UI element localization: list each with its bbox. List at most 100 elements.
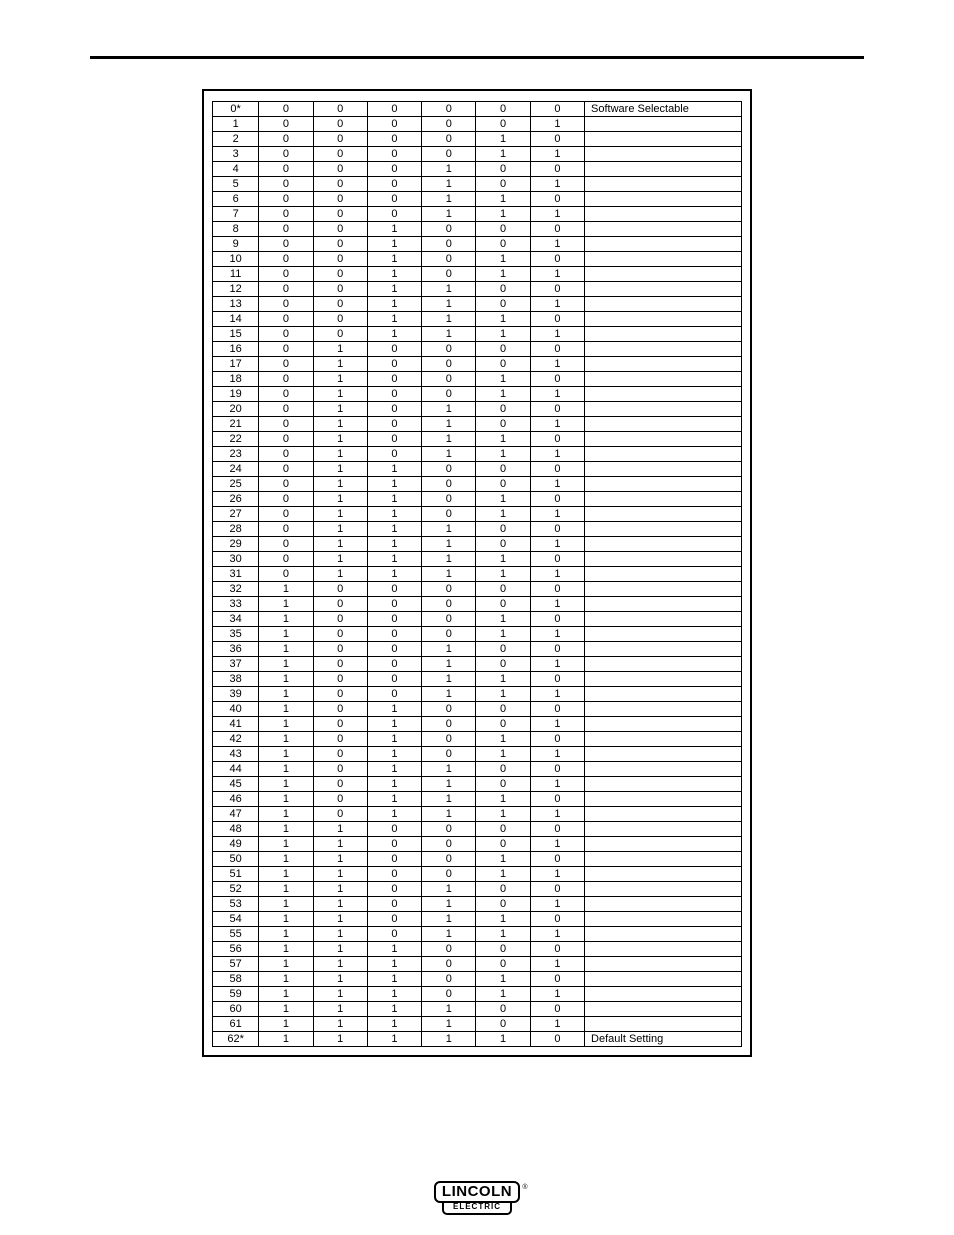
table-row: 11001011 [213,267,742,282]
id-cell: 43 [213,747,259,762]
bit-cell: 1 [313,507,367,522]
note-cell [585,462,742,477]
bit-cell: 0 [313,192,367,207]
bit-cell: 1 [422,312,476,327]
bit-cell: 0 [313,657,367,672]
bit-cell: 1 [367,942,421,957]
table-row: 21010101 [213,417,742,432]
table-row: 41101001 [213,717,742,732]
bit-cell: 1 [367,1002,421,1017]
bit-cell: 0 [313,597,367,612]
bit-cell: 0 [259,222,313,237]
bit-cell: 1 [367,507,421,522]
bit-cell: 0 [313,762,367,777]
note-cell [585,147,742,162]
bit-cell: 0 [313,132,367,147]
bit-cell: 0 [530,612,584,627]
note-cell [585,942,742,957]
note-cell [585,192,742,207]
bit-cell: 1 [259,732,313,747]
bit-cell: 0 [313,222,367,237]
note-cell: Software Selectable [585,102,742,117]
note-cell [585,1017,742,1032]
bit-cell: 1 [530,627,584,642]
bit-cell: 1 [476,147,530,162]
bit-cell: 0 [367,447,421,462]
bit-cell: 1 [422,642,476,657]
table-row: 57111001 [213,957,742,972]
bit-cell: 0 [530,552,584,567]
bit-cell: 1 [422,687,476,702]
bit-cell: 1 [476,807,530,822]
note-cell [585,627,742,642]
bit-cell: 0 [259,282,313,297]
bit-cell: 1 [259,972,313,987]
bit-cell: 1 [476,207,530,222]
bit-cell: 0 [313,282,367,297]
bit-cell: 1 [422,672,476,687]
bit-cell: 1 [530,297,584,312]
bit-cell: 1 [259,597,313,612]
bit-cell: 0 [422,867,476,882]
table-row: 43101011 [213,747,742,762]
table-row: 17010001 [213,357,742,372]
bit-cell: 1 [476,252,530,267]
note-cell [585,642,742,657]
bit-cell: 0 [313,207,367,222]
bit-cell: 0 [259,162,313,177]
bit-cell: 1 [367,552,421,567]
bit-cell: 1 [530,237,584,252]
bit-cell: 1 [476,492,530,507]
bit-cell: 0 [476,402,530,417]
table-row: 5000101 [213,177,742,192]
bit-cell: 0 [259,102,313,117]
bit-cell: 1 [476,852,530,867]
note-cell [585,852,742,867]
bit-cell: 0 [530,282,584,297]
bit-cell: 1 [530,417,584,432]
bit-cell: 1 [259,852,313,867]
bit-cell: 0 [422,957,476,972]
bit-cell: 1 [313,552,367,567]
bit-cell: 0 [259,402,313,417]
bit-cell: 1 [476,687,530,702]
bit-cell: 0 [259,432,313,447]
bit-cell: 0 [476,702,530,717]
bit-cell: 1 [476,312,530,327]
bit-cell: 0 [367,852,421,867]
id-cell: 9 [213,237,259,252]
bit-cell: 1 [422,567,476,582]
bit-cell: 0 [422,267,476,282]
bit-cell: 0 [476,882,530,897]
note-cell [585,582,742,597]
bit-cell: 1 [313,837,367,852]
note-cell [585,777,742,792]
bit-cell: 1 [313,912,367,927]
bit-cell: 1 [313,447,367,462]
bit-cell: 1 [530,567,584,582]
bit-cell: 0 [313,642,367,657]
bit-cell: 0 [259,252,313,267]
bit-cell: 0 [259,492,313,507]
bit-cell: 0 [313,252,367,267]
bit-cell: 1 [422,762,476,777]
bit-cell: 1 [313,357,367,372]
bit-cell: 0 [313,312,367,327]
bit-cell: 1 [313,462,367,477]
note-cell [585,477,742,492]
bit-cell: 0 [367,897,421,912]
bit-cell: 0 [476,657,530,672]
bit-cell: 1 [530,207,584,222]
table-row: 18010010 [213,372,742,387]
id-cell: 24 [213,462,259,477]
bit-cell: 0 [313,237,367,252]
id-cell: 17 [213,357,259,372]
note-cell [585,537,742,552]
bit-cell: 1 [476,627,530,642]
id-cell: 0* [213,102,259,117]
note-cell [585,417,742,432]
bit-cell: 1 [422,792,476,807]
table-row: 32100000 [213,582,742,597]
bit-cell: 0 [259,267,313,282]
bit-cell: 0 [422,507,476,522]
